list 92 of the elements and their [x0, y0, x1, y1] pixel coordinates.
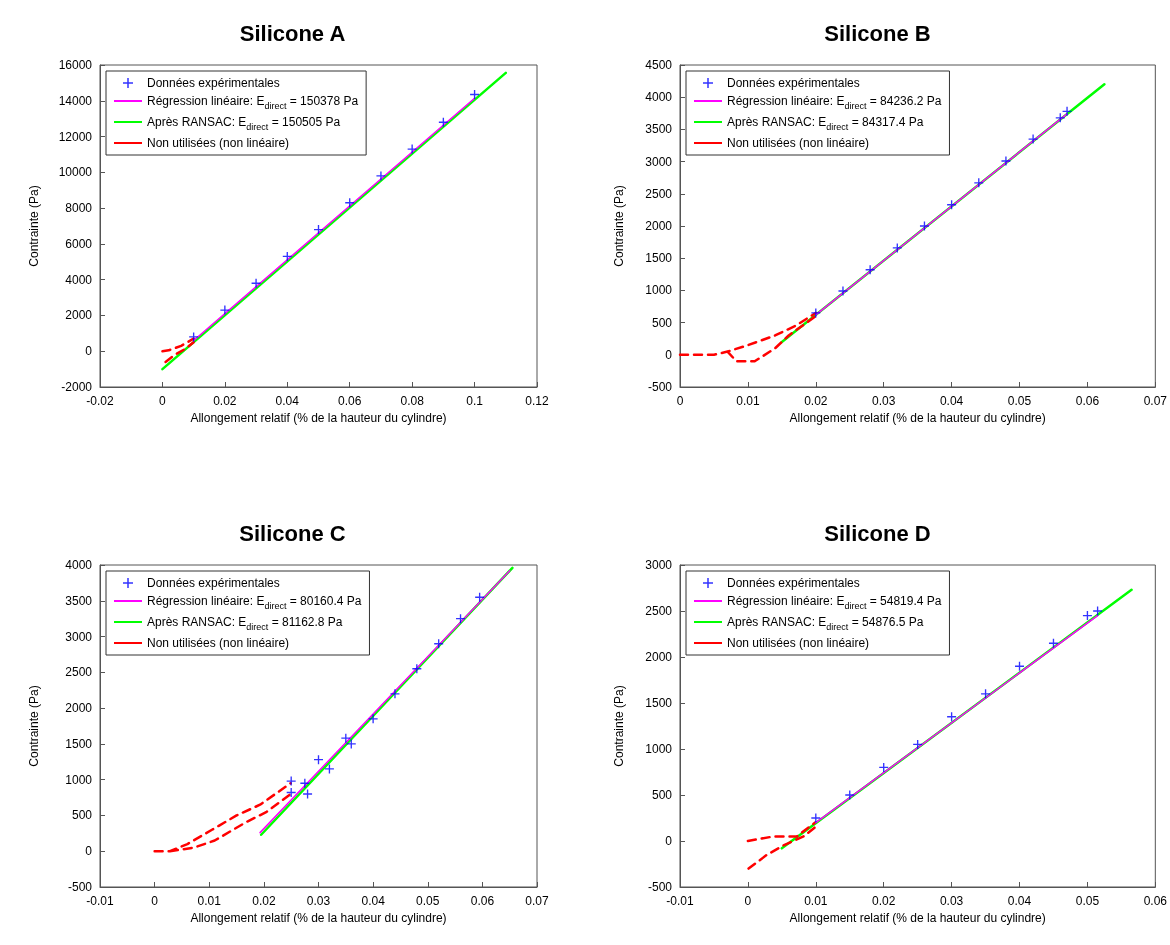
- y-tick-label: 1500: [645, 251, 673, 266]
- x-tick-label: 0: [744, 894, 752, 908]
- x-tick-label: 0.01: [197, 894, 222, 908]
- x-axis-title: Allongement relatif (% de la hauteur du cylindre): [190, 410, 447, 425]
- x-tick-label: 0.04: [275, 394, 300, 408]
- y-tick-label: -500: [647, 880, 673, 894]
- y-tick-label: 12000: [58, 129, 93, 144]
- legend-label: Données expérimentales: [727, 76, 860, 90]
- x-tick-label: 0.05: [1007, 394, 1032, 408]
- legend-label: Données expérimentales: [147, 576, 280, 590]
- x-tick-label: -0.01: [666, 894, 694, 908]
- y-tick-label: 2000: [65, 701, 93, 716]
- legend-label: Non utilisées (non linéaire): [147, 136, 290, 150]
- x-tick-label: 0.07: [525, 894, 549, 908]
- x-tick-label: 0: [159, 394, 167, 408]
- y-tick-label: 4000: [645, 90, 673, 105]
- y-tick-label: 1000: [65, 772, 93, 787]
- y-tick-label: 2000: [645, 219, 673, 233]
- x-tick-label: 0.03: [872, 394, 896, 408]
- x-tick-label: 0.02: [213, 394, 237, 408]
- y-tick-label: 0: [85, 844, 93, 859]
- y-tick-label: 0: [665, 834, 673, 848]
- y-tick-label: 2500: [65, 665, 93, 680]
- x-tick-label: 0.04: [1007, 894, 1032, 908]
- x-tick-label: 0.01: [736, 394, 760, 408]
- y-tick-label: 1000: [645, 283, 673, 298]
- x-tick-label: 0.02: [252, 894, 276, 908]
- y-axis-title: Contrainte (Pa): [612, 685, 626, 767]
- y-tick-label: 4000: [65, 558, 93, 572]
- y-axis-title: Contrainte (Pa): [27, 685, 41, 767]
- x-tick-label: 0.04: [361, 894, 386, 908]
- chart-title: Silicone A: [239, 20, 346, 46]
- y-tick-label: 2500: [645, 604, 673, 618]
- legend-label: Non utilisées (non linéaire): [727, 136, 870, 150]
- y-axis-title: Contrainte (Pa): [27, 185, 41, 267]
- x-tick-label: 0.06: [470, 894, 495, 908]
- legend-label: Données expérimentales: [147, 76, 280, 90]
- x-tick-label: 0.06: [338, 394, 362, 408]
- x-tick-label: 0: [676, 394, 684, 408]
- y-tick-label: 1000: [645, 742, 673, 756]
- x-tick-label: 0.07: [1143, 394, 1168, 408]
- x-tick-label: 0.02: [872, 894, 896, 908]
- y-tick-label: -2000: [61, 380, 93, 394]
- x-tick-label: -0.01: [86, 894, 114, 908]
- y-tick-label: 3000: [65, 629, 93, 644]
- x-tick-label: 0.03: [306, 894, 331, 908]
- y-tick-label: -500: [647, 380, 673, 394]
- y-tick-label: 16000: [58, 58, 93, 72]
- y-tick-label: 2000: [645, 650, 673, 664]
- x-tick-label: 0.01: [804, 894, 828, 908]
- y-tick-label: 10000: [58, 165, 93, 180]
- x-tick-label: 0.06: [1075, 394, 1100, 408]
- y-tick-label: 500: [71, 808, 93, 823]
- y-tick-label: 500: [651, 788, 673, 802]
- x-tick-label: 0.04: [939, 394, 964, 408]
- y-tick-label: 1500: [65, 736, 93, 751]
- x-axis-title: Allongement relatif (% de la hauteur du cylindre): [789, 910, 1046, 925]
- x-tick-label: 0.03: [939, 894, 964, 908]
- legend-label: Données expérimentales: [727, 576, 860, 590]
- y-tick-label: 3500: [645, 122, 673, 137]
- y-tick-label: 2500: [645, 186, 673, 201]
- y-axis-title: Contrainte (Pa): [612, 185, 626, 267]
- x-tick-label: 0.08: [400, 394, 425, 408]
- y-tick-label: 2000: [65, 308, 93, 323]
- y-tick-label: 3500: [65, 593, 93, 608]
- x-tick-label: 0.05: [416, 894, 440, 908]
- y-tick-label: 0: [665, 347, 673, 362]
- chart-title: Silicone D: [824, 520, 931, 546]
- y-tick-label: 3000: [645, 558, 673, 572]
- x-axis-title: Allongement relatif (% de la hauteur du cylindre): [190, 910, 447, 925]
- y-tick-label: 8000: [65, 201, 93, 216]
- y-tick-label: 4500: [645, 58, 673, 72]
- y-tick-label: 14000: [58, 93, 93, 108]
- y-tick-label: 1500: [645, 696, 673, 710]
- x-tick-label: 0.05: [1075, 894, 1100, 908]
- y-tick-label: 3000: [645, 154, 673, 169]
- y-tick-label: 500: [651, 315, 673, 330]
- x-tick-label: 0.06: [1143, 894, 1168, 908]
- chart-title: Silicone B: [824, 20, 931, 46]
- x-tick-label: 0.12: [525, 394, 549, 408]
- legend-label: Non utilisées (non linéaire): [727, 636, 870, 650]
- chart-title: Silicone C: [239, 520, 346, 546]
- legend-label: Non utilisées (non linéaire): [147, 636, 290, 650]
- x-tick-label: -0.02: [86, 394, 114, 408]
- x-tick-label: 0.1: [466, 394, 484, 408]
- y-tick-label: 6000: [65, 236, 93, 251]
- y-tick-label: 4000: [65, 272, 93, 287]
- y-tick-label: 0: [85, 344, 93, 359]
- x-axis-title: Allongement relatif (% de la hauteur du cylindre): [789, 410, 1046, 425]
- y-tick-label: -500: [67, 880, 93, 894]
- x-tick-label: 0.02: [804, 394, 828, 408]
- x-tick-label: 0: [151, 894, 159, 908]
